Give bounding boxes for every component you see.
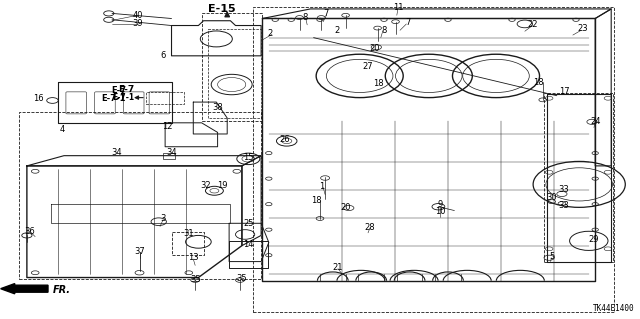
Text: 21: 21	[333, 263, 343, 272]
Text: 18: 18	[312, 196, 322, 205]
Bar	[202, 13, 262, 121]
Text: 27: 27	[363, 63, 373, 71]
Text: E-7-1: E-7-1	[112, 93, 134, 102]
Text: 38: 38	[212, 103, 223, 112]
Text: 10: 10	[435, 207, 445, 216]
Text: 3: 3	[161, 214, 166, 223]
Text: E-7-1: E-7-1	[101, 94, 125, 103]
Text: 6: 6	[161, 51, 166, 60]
Text: 34: 34	[111, 148, 122, 157]
FancyArrow shape	[1, 284, 48, 294]
Text: 11: 11	[393, 3, 403, 11]
Text: 33: 33	[558, 185, 568, 194]
Text: 8: 8	[302, 13, 307, 22]
Text: E-15: E-15	[208, 4, 236, 14]
Text: 16: 16	[33, 94, 44, 103]
Text: 29: 29	[589, 235, 599, 244]
Text: 2: 2	[268, 29, 273, 38]
Bar	[163, 153, 175, 159]
Text: TK44E1400: TK44E1400	[593, 304, 635, 313]
Text: 30: 30	[547, 193, 557, 202]
Text: 35: 35	[237, 274, 247, 283]
Text: 28: 28	[365, 223, 375, 232]
Bar	[19, 112, 261, 279]
Text: 5: 5	[549, 252, 554, 261]
Text: 7: 7	[324, 9, 329, 18]
Text: 37: 37	[134, 247, 145, 256]
Bar	[544, 93, 613, 262]
Text: 14: 14	[243, 240, 253, 249]
Bar	[253, 7, 614, 312]
Text: 9: 9	[438, 200, 443, 209]
Text: 20: 20	[369, 44, 380, 53]
Text: 19: 19	[218, 181, 228, 190]
Text: 8: 8	[381, 26, 387, 35]
Text: 40: 40	[132, 11, 143, 20]
Text: 35: 35	[190, 275, 200, 284]
Text: 34: 34	[166, 148, 177, 157]
Text: 23: 23	[577, 24, 588, 33]
Text: 31: 31	[184, 229, 194, 238]
Text: 15: 15	[243, 153, 253, 162]
Text: 12: 12	[163, 122, 173, 131]
Bar	[146, 92, 184, 104]
Text: FR.: FR.	[52, 285, 70, 295]
Text: 4: 4	[60, 125, 65, 134]
Text: 17: 17	[559, 87, 570, 96]
Text: 1: 1	[319, 182, 324, 191]
Text: 13: 13	[188, 253, 198, 262]
Text: 18: 18	[374, 79, 384, 88]
Text: 22: 22	[527, 20, 538, 29]
Text: 33: 33	[558, 201, 568, 210]
Text: E-7: E-7	[118, 85, 134, 94]
Text: 20: 20	[340, 204, 351, 212]
Text: 2: 2	[335, 26, 340, 35]
Text: 26: 26	[280, 135, 290, 144]
Text: 24: 24	[590, 117, 600, 126]
Text: 36: 36	[24, 227, 35, 236]
Text: 32: 32	[201, 181, 211, 190]
Text: 25: 25	[243, 219, 253, 228]
Text: 39: 39	[132, 19, 143, 28]
Text: 7: 7	[406, 19, 411, 27]
Text: E-7: E-7	[111, 86, 126, 95]
Text: 18: 18	[534, 78, 544, 87]
